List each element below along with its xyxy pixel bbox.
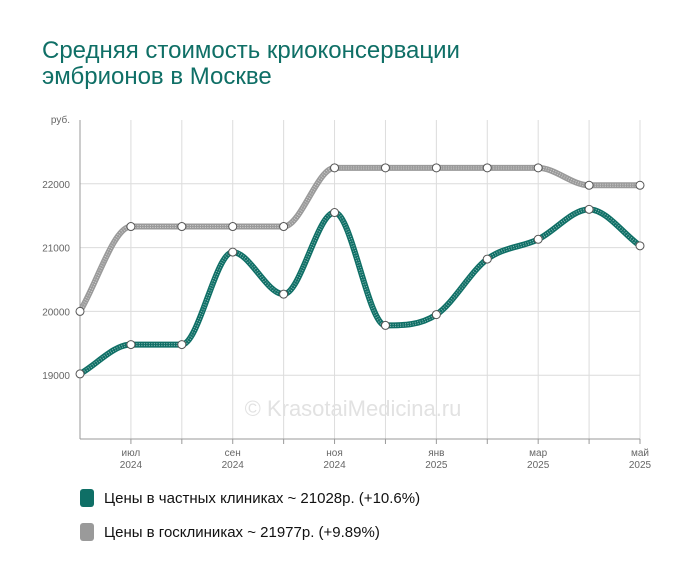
legend-label-private: Цены в частных клиниках ~ 21028р. (+10.6… xyxy=(104,489,421,507)
x-tick-label-month: мар xyxy=(529,448,547,459)
line-chart: 19000200002100022000руб.июл2024сен2024но… xyxy=(42,114,652,471)
data-point-private xyxy=(482,254,492,264)
data-point-private xyxy=(177,340,187,350)
watermark: © KrasotaiMedicina.ru xyxy=(245,396,462,421)
data-point-public xyxy=(177,222,187,232)
data-point-private xyxy=(380,320,390,330)
data-point-private xyxy=(330,208,340,218)
chart-title: Средняя стоимость криоконсервации эмбрио… xyxy=(42,38,602,90)
x-tick-label-year: 2024 xyxy=(120,460,143,471)
y-unit-label: руб. xyxy=(51,114,70,126)
data-point-private xyxy=(75,369,85,379)
y-tick-label: 22000 xyxy=(42,180,70,191)
data-point-public xyxy=(380,163,390,173)
legend-item-public[interactable]: Цены в госклиниках ~ 21977р. (+9.89%) xyxy=(80,522,420,542)
data-point-public xyxy=(533,163,543,173)
chart-title-line-1: Средняя стоимость криоконсервации xyxy=(42,37,460,64)
data-point-public xyxy=(228,222,238,232)
legend-item-private[interactable]: Цены в частных клиниках ~ 21028р. (+10.6… xyxy=(80,488,420,508)
x-tick-label-year: 2024 xyxy=(222,460,245,471)
legend-swatch-public xyxy=(80,523,94,541)
chart-title-line-2: эмбрионов в Москве xyxy=(42,63,272,90)
x-tick-label-year: 2025 xyxy=(629,460,652,471)
data-point-public xyxy=(126,222,136,232)
data-point-private xyxy=(533,234,543,244)
data-point-private xyxy=(126,340,136,350)
x-tick-label-month: сен xyxy=(225,448,241,459)
data-point-private xyxy=(431,310,441,320)
x-tick-label-month: ноя xyxy=(326,448,343,459)
y-tick-label: 20000 xyxy=(42,307,70,318)
y-tick-label: 19000 xyxy=(42,371,70,382)
data-point-public xyxy=(279,222,289,232)
data-point-public xyxy=(330,163,340,173)
data-point-public xyxy=(482,163,492,173)
x-tick-label-month: янв xyxy=(428,448,444,459)
data-point-public xyxy=(635,180,645,190)
data-point-private xyxy=(279,289,289,299)
y-tick-label: 21000 xyxy=(42,244,70,255)
legend-label-public: Цены в госклиниках ~ 21977р. (+9.89%) xyxy=(104,523,380,541)
data-point-public xyxy=(75,306,85,316)
data-point-private xyxy=(228,247,238,257)
x-tick-label-year: 2025 xyxy=(425,460,448,471)
x-tick-label-month: июл xyxy=(122,448,141,459)
legend: Цены в частных клиниках ~ 21028р. (+10.6… xyxy=(80,488,420,556)
data-point-public xyxy=(431,163,441,173)
x-tick-label-year: 2025 xyxy=(527,460,550,471)
legend-swatch-private xyxy=(80,489,94,507)
data-point-private xyxy=(584,204,594,214)
x-tick-label-year: 2024 xyxy=(323,460,346,471)
data-point-public xyxy=(584,180,594,190)
data-point-private xyxy=(635,241,645,251)
x-tick-label-month: май xyxy=(631,448,649,459)
plot-area xyxy=(80,120,640,439)
